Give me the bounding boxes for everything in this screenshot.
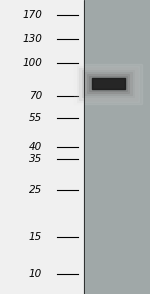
Text: 35: 35 <box>29 154 42 164</box>
Text: 15: 15 <box>29 232 42 242</box>
Text: 100: 100 <box>22 58 42 68</box>
Text: 70: 70 <box>29 91 42 101</box>
Text: 25: 25 <box>29 185 42 195</box>
Text: 40: 40 <box>29 142 42 152</box>
Text: 55: 55 <box>29 113 42 123</box>
Text: 10: 10 <box>29 269 42 279</box>
Bar <box>84 0 150 294</box>
Text: 170: 170 <box>22 10 42 20</box>
Bar <box>0 0 84 294</box>
Text: 130: 130 <box>22 34 42 44</box>
